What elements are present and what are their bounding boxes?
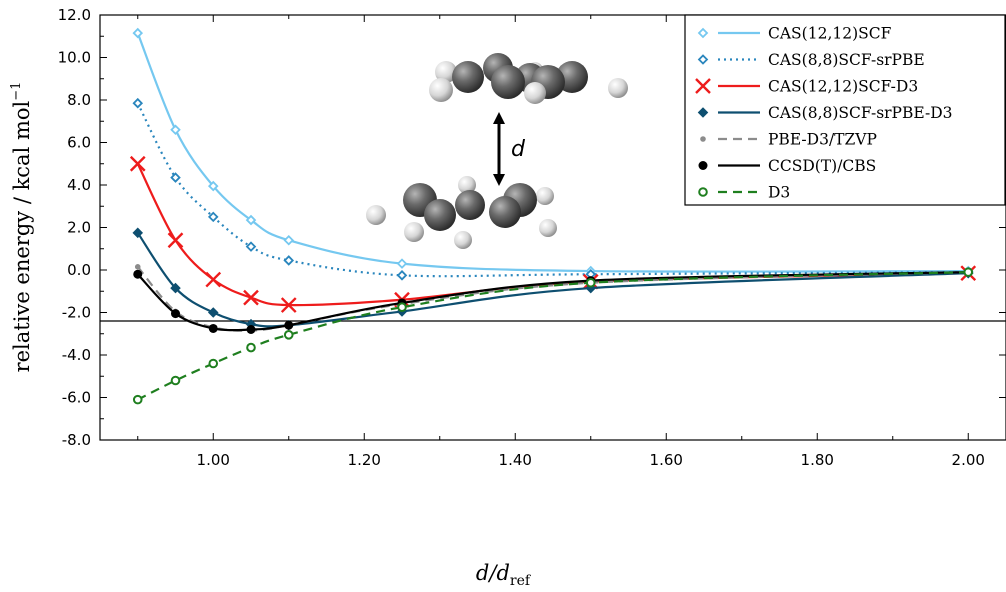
legend-entry-cas-12-12-scf-d3: CAS(12,12)SCF-D3 — [695, 78, 918, 96]
data-point — [171, 309, 180, 319]
legend-marker — [695, 78, 711, 94]
series-line — [137, 271, 969, 401]
legend-entry-pbe-d3-tzvp: PBE-D3/TZVP — [700, 131, 877, 149]
benzene-dimer-inset: d — [366, 53, 628, 249]
legend-label: CAS(12,12)SCF-D3 — [768, 78, 918, 96]
series-line — [136, 102, 969, 278]
legend-entry-cas-12-12-scf: CAS(12,12)SCF — [697, 25, 892, 43]
x-axis-title-main: d/d — [476, 561, 510, 585]
axis-tick-labels: -8.0 -6.0 -4.0 -2.0 0.0 2.0 4.0 6.0 8.0 10.0 12.0 1… — [58, 6, 985, 469]
data-point — [129, 155, 146, 172]
x-axis-title: d/dref — [476, 561, 532, 589]
series-line — [136, 32, 969, 273]
legend-label: CAS(12,12)SCF — [768, 25, 892, 43]
y-axis-title: relative energy / kcal mol−1 — [9, 82, 34, 373]
legend-marker — [698, 187, 708, 197]
legend-marker — [700, 136, 706, 142]
data-point — [208, 358, 219, 369]
data-point — [245, 214, 257, 226]
legend-marker — [697, 107, 709, 118]
legend-entry-cas-8-8-scf-srpbe: CAS(8,8)SCF-srPBE — [697, 51, 925, 69]
legend-marker — [697, 27, 709, 39]
y-tick-label: 10.0 — [58, 49, 91, 67]
legend-entry-ccsd-t-cbs: CCSD(T)/CBS — [698, 157, 876, 175]
y-tick-label: 8.0 — [67, 91, 91, 109]
legend-marker — [698, 161, 708, 170]
data-point — [207, 307, 219, 318]
data-point — [132, 227, 144, 239]
data-point — [246, 342, 256, 353]
data-point — [397, 302, 407, 312]
x-tick-label: 2.00 — [952, 451, 985, 469]
x-tick-label: 1.20 — [348, 451, 381, 469]
legend-label: CAS(8,8)SCF-srPBE — [768, 51, 925, 69]
data-point — [170, 124, 181, 136]
data-point — [396, 258, 408, 269]
data-point — [170, 375, 181, 386]
x-tick-label: 1.60 — [650, 451, 683, 469]
y-tick-label: -6.0 — [62, 389, 91, 407]
data-point — [280, 297, 297, 313]
data-point — [170, 282, 181, 294]
y-axis-title-sup: −1 — [9, 82, 24, 101]
legend-entry-d3: D3 — [698, 184, 790, 202]
data-point — [132, 97, 144, 109]
data-point — [132, 27, 144, 39]
y-tick-label: 6.0 — [67, 134, 91, 152]
x-axis-title-sub: ref — [510, 573, 532, 589]
y-tick-label: -8.0 — [62, 431, 91, 449]
lower-benzene-icon — [366, 176, 557, 249]
svg-text:d/dref: d/dref — [476, 561, 532, 589]
series-d3 — [132, 267, 974, 405]
data-point — [133, 269, 143, 279]
data-point — [208, 323, 218, 333]
data-point — [170, 172, 181, 183]
svg-text:relative energy / kcal mol−1: relative energy / kcal mol−1 — [9, 82, 34, 373]
x-tick-label: 1.40 — [499, 451, 532, 469]
data-point — [207, 180, 219, 192]
y-tick-label: 0.0 — [67, 261, 91, 279]
data-point — [132, 394, 143, 405]
data-point — [207, 211, 219, 223]
data-point — [283, 255, 295, 266]
y-tick-label: 2.0 — [67, 219, 91, 237]
y-tick-label: -2.0 — [62, 304, 91, 322]
y-tick-label: 4.0 — [67, 176, 91, 194]
data-point — [134, 264, 141, 270]
y-axis-title-main: relative energy / kcal mol — [10, 100, 34, 372]
data-point — [284, 320, 294, 330]
legend: CAS(12,12)SCF CAS(8,8)SCF-srPBE CAS(12,12)… — [684, 14, 1006, 206]
y-tick-label: -4.0 — [62, 346, 91, 364]
legend-label: CCSD(T)/CBS — [768, 157, 876, 175]
data-point — [167, 232, 184, 249]
data-point — [245, 241, 257, 252]
series-line — [136, 232, 969, 328]
data-point — [585, 277, 596, 288]
data-point — [246, 325, 256, 334]
series-line — [136, 271, 969, 332]
data-point — [396, 270, 408, 281]
distance-label: d — [511, 137, 526, 162]
data-point — [283, 234, 295, 246]
data-point — [205, 271, 222, 288]
legend-box — [684, 14, 1006, 206]
legend-entry-cas-8-8-scf-srpbe-d3: CAS(8,8)SCF-srPBE-D3 — [697, 104, 953, 122]
series-layer — [129, 27, 977, 405]
legend-marker — [697, 54, 709, 65]
legend-label: CAS(8,8)SCF-srPBE-D3 — [768, 104, 953, 122]
data-point — [283, 330, 294, 340]
x-tick-label: 1.00 — [197, 451, 230, 469]
data-point — [243, 289, 259, 306]
legend-label: PBE-D3/TZVP — [768, 131, 877, 149]
y-tick-label: 12.0 — [58, 6, 91, 24]
x-tick-label: 1.80 — [801, 451, 834, 469]
data-point — [963, 267, 974, 277]
upper-benzene-icon — [429, 53, 628, 104]
legend-label: D3 — [768, 184, 790, 202]
